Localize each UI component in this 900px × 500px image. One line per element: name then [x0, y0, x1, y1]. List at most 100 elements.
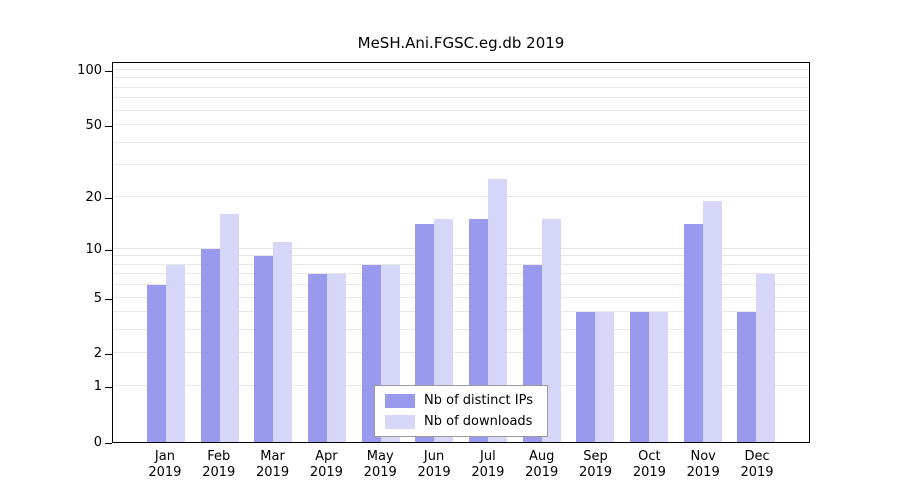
- x-tick-month: Jun: [423, 449, 445, 464]
- gridline: [113, 284, 809, 286]
- bar-apr-distinct-ips: [307, 274, 327, 442]
- x-tick-month: May: [366, 449, 394, 464]
- chart-title: MeSH.Ani.FGSC.eg.db 2019: [357, 34, 565, 52]
- y-tick-mark: [105, 126, 112, 128]
- legend: Nb of distinct IPs Nb of downloads: [374, 385, 548, 437]
- x-tick-year: 2019: [525, 465, 559, 480]
- bar-mar-downloads: [273, 241, 293, 442]
- bar-group-dec: [729, 274, 783, 442]
- x-tick-year: 2019: [363, 465, 397, 480]
- bar-nov-distinct-ips: [683, 223, 703, 442]
- x-axis: Jan 2019 Feb 2019 Mar 2019 Apr 2019 May 2019 Jun 20…: [112, 449, 810, 489]
- bar-group-feb: [193, 213, 247, 442]
- x-tick-month: Feb: [207, 449, 231, 464]
- y-tick-mark: [105, 71, 112, 72]
- y-tick-label: 10: [85, 241, 102, 257]
- x-tick-year: 2019: [632, 465, 666, 480]
- bar-feb-distinct-ips: [200, 248, 220, 442]
- legend-item-downloads: Nb of downloads: [385, 414, 533, 429]
- x-tick-year: 2019: [471, 465, 505, 480]
- bar-oct-downloads: [648, 312, 668, 442]
- x-tick-label-mar: Mar 2019: [246, 449, 300, 489]
- y-tick-mark: [105, 387, 112, 389]
- y-tick-mark: [105, 298, 112, 300]
- x-tick-month: Dec: [744, 449, 770, 464]
- legend-swatch-distinct-ips: [385, 393, 416, 408]
- y-tick-label: 1: [93, 379, 102, 395]
- legend-item-distinct-ips: Nb of distinct IPs: [385, 393, 533, 408]
- x-tick-label-nov: Nov 2019: [676, 449, 730, 489]
- x-tick-year: 2019: [256, 465, 290, 480]
- bar-group-oct: [622, 312, 676, 442]
- y-tick-mark: [105, 249, 112, 251]
- x-tick-year: 2019: [148, 465, 182, 480]
- bar-mar-distinct-ips: [254, 256, 274, 442]
- x-tick-label-sep: Sep 2019: [569, 449, 623, 489]
- gridline: [113, 352, 809, 354]
- legend-swatch-downloads: [385, 414, 416, 429]
- bar-apr-downloads: [326, 274, 346, 442]
- bar-dec-distinct-ips: [737, 312, 757, 442]
- x-tick-label-jun: Jun 2019: [407, 449, 461, 489]
- x-tick-year: 2019: [686, 465, 720, 480]
- gridline: [113, 164, 809, 166]
- x-tick-year: 2019: [202, 465, 236, 480]
- plot-area: Nb of distinct IPs Nb of downloads: [112, 62, 810, 443]
- bar-sep-downloads: [595, 312, 615, 442]
- bar-group-apr: [300, 274, 354, 442]
- gridline: [113, 109, 809, 111]
- gridline: [113, 296, 809, 298]
- gridline: [113, 124, 809, 126]
- gridline: [113, 247, 809, 249]
- x-tick-year: 2019: [740, 465, 774, 480]
- x-tick-month: Jul: [480, 449, 496, 464]
- x-tick-label-dec: Dec 2019: [730, 449, 784, 489]
- bar-group-jan: [139, 264, 193, 442]
- bar-jan-distinct-ips: [146, 285, 166, 442]
- gridline: [113, 329, 809, 331]
- y-tick-label: 0: [93, 435, 102, 450]
- x-tick-year: 2019: [578, 465, 613, 480]
- gridline: [113, 86, 809, 88]
- x-tick-label-aug: Aug 2019: [515, 449, 569, 489]
- y-tick-mark: [105, 197, 112, 199]
- gridline: [113, 195, 809, 197]
- x-tick-month: Aug: [529, 449, 555, 464]
- bar-feb-downloads: [219, 213, 239, 442]
- x-tick-month: Nov: [690, 449, 716, 464]
- y-tick-mark: [105, 354, 112, 356]
- bar-jan-downloads: [165, 264, 185, 442]
- x-tick-month: Apr: [315, 449, 338, 464]
- gridline: [113, 263, 809, 265]
- bar-oct-distinct-ips: [629, 312, 649, 442]
- gridline: [113, 97, 809, 99]
- gridline: [113, 77, 809, 79]
- x-tick-year: 2019: [309, 465, 343, 480]
- legend-label-distinct-ips: Nb of distinct IPs: [424, 393, 533, 408]
- y-tick-label: 50: [85, 118, 102, 134]
- bar-group-sep: [568, 312, 622, 442]
- x-tick-year: 2019: [417, 465, 451, 480]
- y-tick-label: 20: [85, 189, 102, 205]
- y-tick-label: 100: [77, 63, 102, 78]
- bar-nov-downloads: [702, 200, 722, 442]
- y-tick-mark: [105, 443, 112, 444]
- x-tick-month: Mar: [260, 449, 285, 464]
- y-tick-label: 2: [93, 346, 102, 362]
- x-tick-label-apr: Apr 2019: [299, 449, 353, 489]
- x-tick-label-jan: Jan 2019: [138, 449, 192, 489]
- x-tick-label-may: May 2019: [353, 449, 407, 489]
- x-tick-month: Oct: [638, 449, 661, 464]
- gridlines: [113, 63, 809, 442]
- gridline: [113, 273, 809, 275]
- gridline: [113, 311, 809, 313]
- bar-group-mar: [246, 241, 300, 442]
- gridline: [113, 69, 809, 70]
- bar-dec-downloads: [756, 274, 776, 442]
- x-tick-month: Jan: [154, 449, 175, 464]
- bar-jul-downloads: [487, 179, 507, 442]
- bar-sep-distinct-ips: [576, 312, 596, 442]
- gridline: [113, 255, 809, 257]
- x-tick-label-oct: Oct 2019: [622, 449, 676, 489]
